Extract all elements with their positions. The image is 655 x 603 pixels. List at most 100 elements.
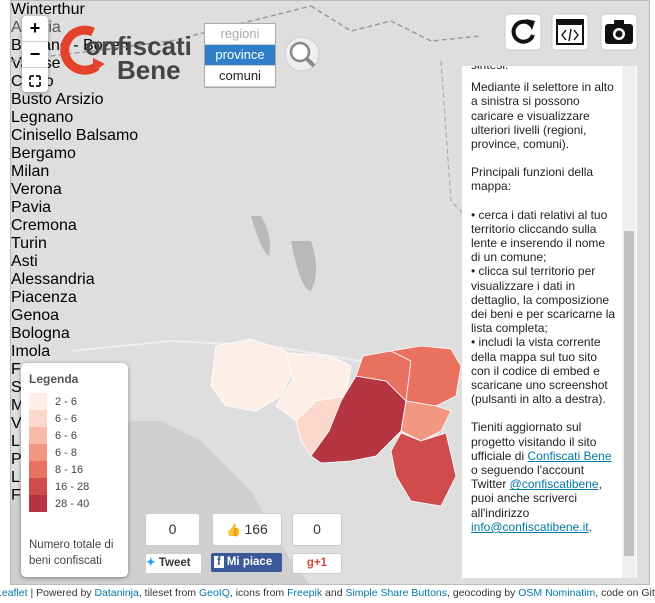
map-label: Busto Arsizio [11, 91, 104, 108]
info-text: • cerca i dati relativi al tuo territori… [471, 207, 608, 265]
map-label: Milan [11, 163, 50, 180]
map-label: Bologna [11, 325, 70, 342]
info-panel: sintesi. Mediante il selettore in alto a … [462, 66, 637, 578]
map-label: Legnano [11, 109, 74, 126]
border [11, 5, 482, 62]
facebook-button[interactable]: f Mi piace [211, 553, 282, 572]
logo: onfiscati Bene [60, 25, 192, 85]
gplus-button[interactable]: g+1 [292, 553, 342, 574]
level-option[interactable]: province [205, 45, 275, 66]
info-text: o seguendo l'account Twitter [471, 463, 585, 492]
legend-label: 6 - 8 [55, 446, 78, 459]
refresh-button[interactable] [504, 13, 542, 51]
logo-arrow [93, 58, 105, 72]
info-text: sintesi. Mediante il selettore in alto a … [471, 66, 617, 548]
legend-row: 6 - 8 [29, 444, 89, 461]
legend-label: 8 - 16 [55, 463, 84, 476]
lake [251, 216, 316, 291]
map-tiles [11, 5, 482, 584]
map-label: Imola [11, 343, 51, 360]
gplus-label: +1 [313, 557, 328, 569]
info-link[interactable]: @confiscatibene [509, 477, 599, 492]
level-selector: regioni province comuni [204, 23, 276, 88]
footer-text: | Powered by [27, 587, 95, 599]
legend-label: 16 - 28 [55, 480, 90, 493]
info-paragraph: Tieniti aggiornato sul progetto visitand… [471, 420, 617, 534]
logo-line2: Bene [117, 55, 181, 85]
zoom-out[interactable]: − [22, 42, 48, 68]
map-label: Pavia [11, 199, 52, 216]
info-paragraph: • cerca i dati relativi al tuo territori… [471, 208, 617, 265]
footer-link[interactable]: Dataninja [94, 587, 139, 599]
footer-text: , tileset from [138, 587, 199, 599]
info-link[interactable]: Confiscati Bene [527, 448, 612, 463]
screenshot-button[interactable] [600, 13, 638, 51]
legend-swatch [29, 444, 47, 461]
legend-label: 2 - 6 [55, 395, 78, 408]
info-text: . [588, 519, 592, 534]
footer-link[interactable]: GeoIQ [198, 587, 230, 599]
facebook-count-value: 166 [244, 521, 268, 537]
regions [210, 338, 462, 507]
search-button[interactable] [284, 36, 320, 72]
legend-swatch [29, 478, 47, 495]
map-label: Alessandria [11, 271, 95, 288]
info-link[interactable]: info@confiscatibene.it [471, 519, 589, 534]
footer-text: , icons from [229, 587, 288, 599]
footer-text: and [322, 587, 346, 599]
info-paragraph: • clicca sul territorio per visualizzare… [471, 264, 617, 335]
attribution: Leaflet | Powered by Dataninja, tileset … [0, 586, 655, 603]
footer-link[interactable]: Leaflet [0, 587, 28, 599]
map-label: Genoa [11, 307, 60, 324]
facebook-count: 👍 166 [212, 513, 282, 546]
map-label: Asti [11, 253, 38, 270]
embed-button[interactable] [551, 13, 589, 51]
info-text: • includi la vista corrente della mappa … [471, 335, 608, 407]
fullscreen-button[interactable] [22, 68, 48, 92]
legend-swatch [29, 461, 47, 478]
legend-row: 16 - 28 [29, 478, 89, 495]
footer-text: , code on GitHub [595, 587, 655, 599]
map-label: Winterthur [11, 1, 85, 18]
legend-row: 6 - 6 [29, 427, 89, 444]
zoom-in[interactable]: + [22, 16, 48, 42]
map-label: Cinisello Balsamo [11, 127, 139, 144]
legend-note: Numero totale di beni confiscati [29, 539, 114, 567]
facebook-label: Mi piace [226, 556, 273, 568]
info-text: Principali funzioni della mappa: [471, 165, 594, 194]
legend-label: 6 - 6 [55, 429, 78, 442]
tweet-button[interactable]: ✦ Tweet [145, 553, 202, 574]
footer-link[interactable]: Freepik [287, 587, 323, 599]
map-label: Piacenza [11, 289, 77, 306]
footer-link[interactable]: Simple Share Buttons [345, 587, 448, 599]
info-text: • clicca sul territorio per visualizzare… [471, 264, 616, 336]
level-option[interactable]: regioni [205, 24, 275, 45]
legend-row: 8 - 16 [29, 461, 89, 478]
scroll-thumb[interactable] [624, 231, 634, 556]
logo-line1: onfiscati [85, 31, 192, 61]
legend-label: 6 - 6 [55, 412, 78, 425]
info-paragraph: • includi la vista corrente della mappa … [471, 335, 617, 406]
info-paragraph: Principali funzioni della mappa: [471, 165, 617, 193]
legend-swatch [29, 427, 47, 444]
scrollbar[interactable] [622, 66, 636, 578]
legend-row: 6 - 6 [29, 410, 89, 427]
level-option[interactable]: comuni [205, 66, 275, 87]
legend-row: 2 - 6 [29, 393, 89, 410]
info-paragraph: Mediante il selettore in alto a sinistra… [471, 80, 617, 151]
legend-swatch [29, 410, 47, 427]
gplus-count: 0 [292, 513, 342, 546]
logo-c [60, 25, 100, 75]
zoom-control: + − [22, 16, 48, 92]
info-text: Mediante il selettore in alto a sinistra… [471, 80, 614, 152]
legend-label: 28 - 40 [55, 497, 90, 510]
footer-link[interactable]: OSM Nominatim [518, 587, 596, 599]
map-label: Bergamo [11, 145, 76, 162]
map-label: Verona [11, 181, 62, 198]
footer-text: , geocoding by [447, 587, 519, 599]
map-label: Cremona [11, 217, 77, 234]
toolbar [504, 13, 638, 51]
legend-swatch [29, 495, 47, 512]
legend-title: Legenda [29, 372, 79, 386]
